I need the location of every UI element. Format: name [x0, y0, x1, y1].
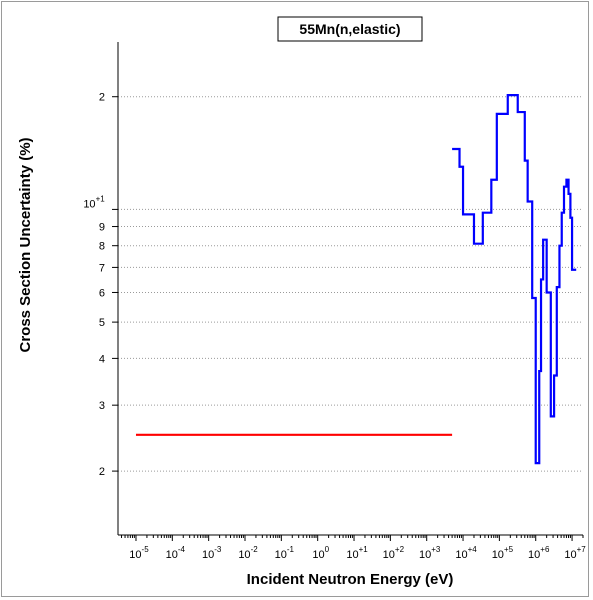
- y-tick-label: 7: [99, 262, 105, 274]
- series-line-1: [452, 93, 577, 465]
- plot-area: [118, 42, 583, 535]
- x-axis-label: Incident Neutron Energy (eV): [247, 571, 454, 588]
- x-tick-label: 10-5: [129, 545, 149, 561]
- y-tick-label: 2: [99, 92, 105, 104]
- x-tick-label: 10+7: [564, 545, 586, 561]
- x-tick-label: 10+2: [383, 545, 405, 561]
- axes: 10-5 10-4 10-3 10-2 10-1 100 10+1 10+2 10+3 10+4 1…: [83, 42, 586, 561]
- x-tick-label: 10-4: [166, 545, 186, 561]
- x-tick-label: 10+3: [419, 545, 441, 561]
- x-tick-label: 100: [312, 545, 329, 561]
- series-layer: [135, 93, 577, 465]
- x-tick-label: 10+6: [528, 545, 550, 561]
- y-axis-label: Cross Section Uncertainty (%): [17, 137, 34, 352]
- grid-lines: [118, 96, 583, 472]
- y-tick-label: 4: [99, 353, 105, 365]
- x-tick-label: 10+1: [346, 545, 368, 561]
- x-tick-label: 10-1: [275, 545, 295, 561]
- y-tick-label: 2: [99, 466, 105, 478]
- y-tick-label: 9: [99, 222, 105, 234]
- y-tick-label: 5: [99, 317, 105, 329]
- y-tick-label: 8: [99, 241, 105, 253]
- x-tick-label: 10+4: [455, 545, 477, 561]
- x-tick-label: 10+5: [492, 545, 514, 561]
- x-tick-label: 10-3: [202, 545, 222, 561]
- title-border: [277, 16, 423, 42]
- y-tick-label: 10+1: [83, 194, 105, 210]
- chart-title-box: 55Mn(n,elastic): [277, 16, 423, 42]
- y-tick-label: 6: [99, 287, 105, 299]
- y-tick-label: 3: [99, 400, 105, 412]
- x-tick-label: 10-2: [238, 545, 258, 561]
- chart-title: 55Mn(n,elastic): [299, 21, 400, 37]
